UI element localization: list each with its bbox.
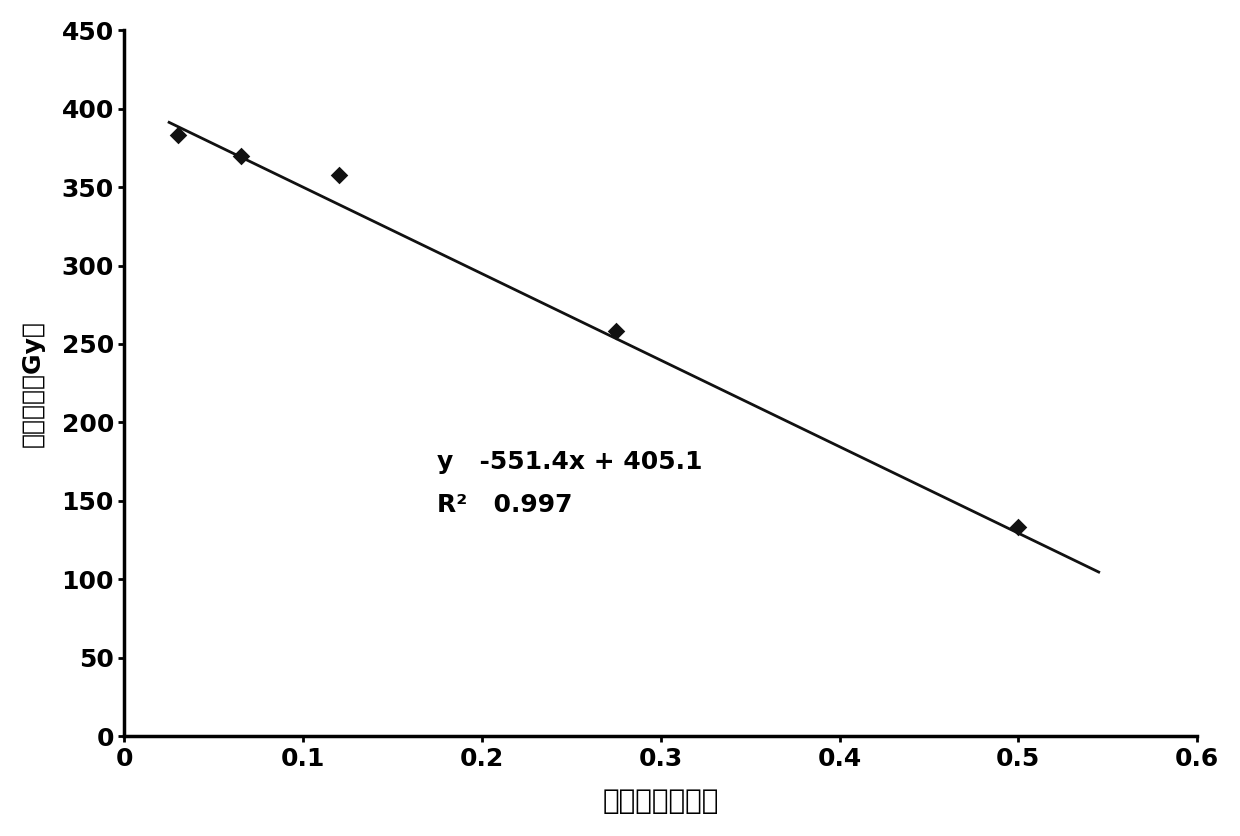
- X-axis label: 蛋白质降解程度: 蛋白质降解程度: [603, 788, 719, 815]
- Point: [231, 149, 250, 162]
- Point: [606, 324, 626, 338]
- Point: [169, 129, 188, 142]
- Text: y   -551.4x + 405.1: y -551.4x + 405.1: [438, 451, 703, 475]
- Text: R²   0.997: R² 0.997: [438, 492, 573, 517]
- Y-axis label: 辐射剂量（Gy）: 辐射剂量（Gy）: [21, 320, 45, 446]
- Point: [1008, 521, 1028, 534]
- Point: [329, 168, 348, 181]
